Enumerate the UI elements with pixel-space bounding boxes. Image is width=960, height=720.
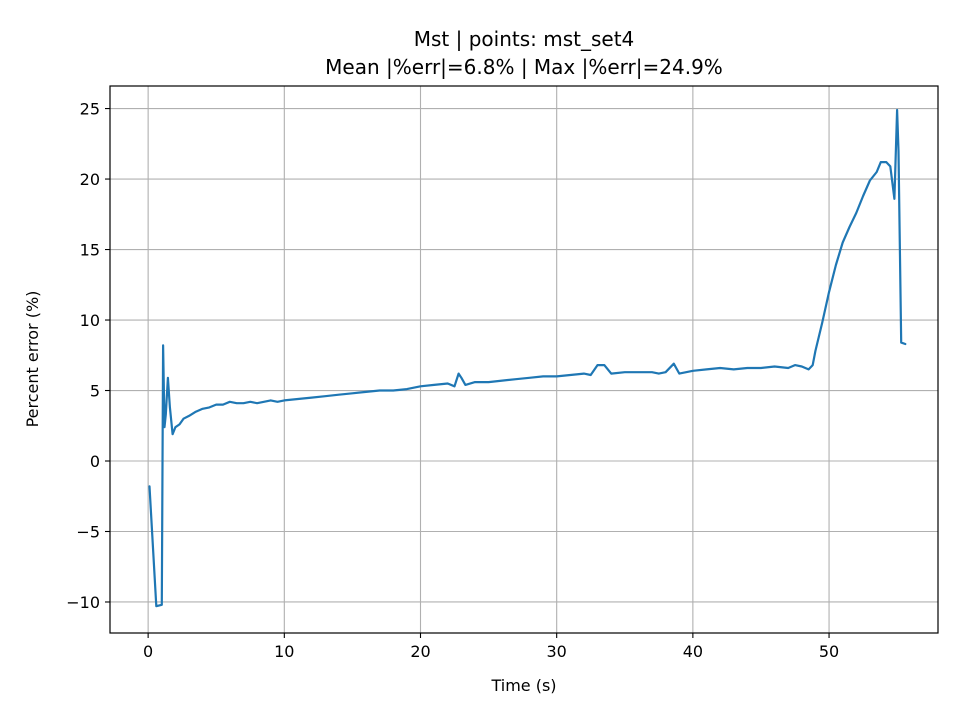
x-axis-label: Time (s) (490, 676, 556, 695)
x-tick-label: 50 (819, 642, 839, 661)
chart-subtitle: Mean |%err|=6.8% | Max |%err|=24.9% (325, 55, 723, 79)
x-tick-label: 40 (683, 642, 703, 661)
x-tick-label: 20 (410, 642, 430, 661)
x-tick-label: 0 (143, 642, 153, 661)
x-tick-label: 10 (274, 642, 294, 661)
x-tick-label: 30 (547, 642, 567, 661)
y-tick-label: 0 (90, 452, 100, 471)
series-line-0 (148, 108, 907, 608)
y-axis-label: Percent error (%) (23, 291, 42, 428)
y-tick-label: −5 (76, 522, 100, 541)
y-axis: −10 −5 0 5 10 15 20 25 (66, 100, 110, 612)
y-tick-label: 10 (80, 311, 100, 330)
plot-frame (109, 85, 939, 634)
grid-lines (110, 86, 938, 633)
x-axis: 0 10 20 30 40 50 (143, 633, 839, 661)
chart-title: Mst | points: mst_set4 (414, 27, 635, 51)
y-tick-label: 5 (90, 382, 100, 401)
y-tick-label: 15 (80, 241, 100, 260)
series-layer (148, 108, 907, 608)
y-tick-label: −10 (66, 593, 100, 612)
y-tick-label: 20 (80, 170, 100, 189)
y-tick-label: 25 (80, 100, 100, 119)
